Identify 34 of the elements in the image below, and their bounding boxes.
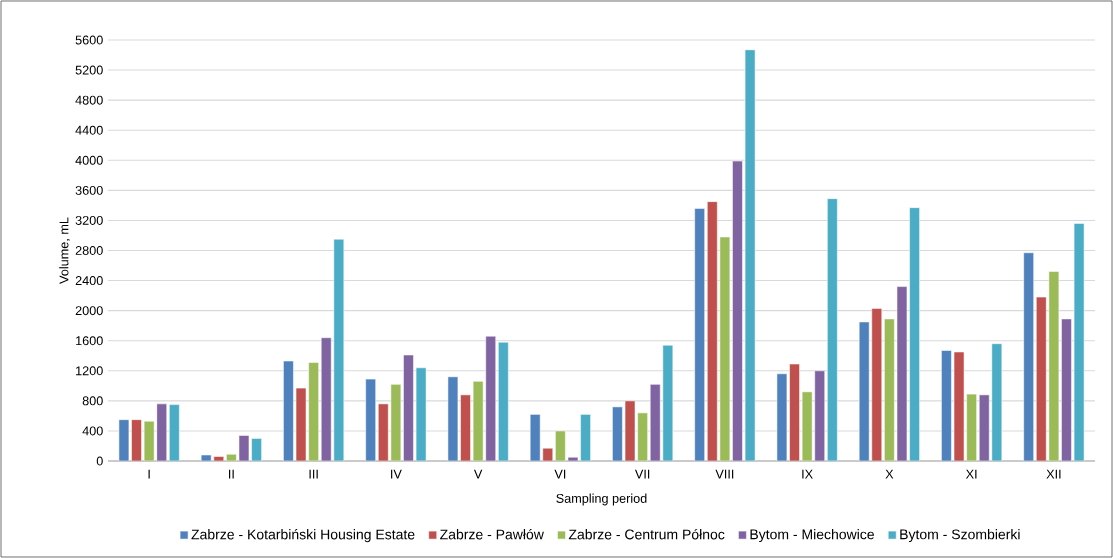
- x-tick-label: XII: [1046, 469, 1061, 479]
- y-tick-label: 400: [82, 426, 103, 436]
- legend-label: Zabrze - Pawłów: [440, 528, 544, 540]
- y-tick-label: 2800: [75, 246, 103, 255]
- x-tick-label: VIII: [715, 469, 734, 479]
- legend-label: Bytom - Miechowice: [750, 529, 874, 543]
- y-tick-label: 2000: [75, 306, 103, 316]
- y-tick-label: 5600: [75, 35, 103, 45]
- legend-label: Zabrze - Centrum Północ: [568, 528, 725, 540]
- y-tick-label: 3600: [75, 185, 103, 195]
- x-tick-label: XI: [965, 469, 977, 479]
- y-tick-label: 5200: [75, 65, 103, 75]
- x-tick-label: VI: [554, 469, 566, 479]
- x-tick-label: VII: [634, 469, 650, 479]
- legend-label: Bytom - Szombierki: [900, 529, 1020, 543]
- x-tick-label: X: [885, 469, 894, 479]
- legend-label: Zabrze - Kotarbiński Housing Estate: [191, 528, 415, 543]
- x-tick-label: I: [148, 469, 150, 479]
- y-axis-title: Volume, mL: [59, 217, 70, 284]
- x-tick-label: IV: [391, 469, 402, 479]
- y-tick-label: 4000: [75, 155, 103, 165]
- x-tick-label: III: [309, 469, 318, 479]
- y-tick-label: 3200: [75, 215, 103, 225]
- x-axis-title: Sampling period: [556, 493, 647, 506]
- y-tick-label: 4400: [75, 125, 103, 135]
- y-tick-label: 800: [82, 396, 103, 406]
- y-tick-label: 1200: [76, 366, 103, 376]
- y-tick-label: 1600: [76, 336, 103, 346]
- y-tick-label: 4800: [75, 95, 103, 105]
- x-tick-label: IX: [802, 469, 813, 479]
- y-tick-label: 2400: [75, 276, 103, 286]
- x-tick-label: II: [229, 469, 234, 479]
- x-tick-label: V: [473, 469, 483, 479]
- y-tick-label: 0: [96, 456, 103, 466]
